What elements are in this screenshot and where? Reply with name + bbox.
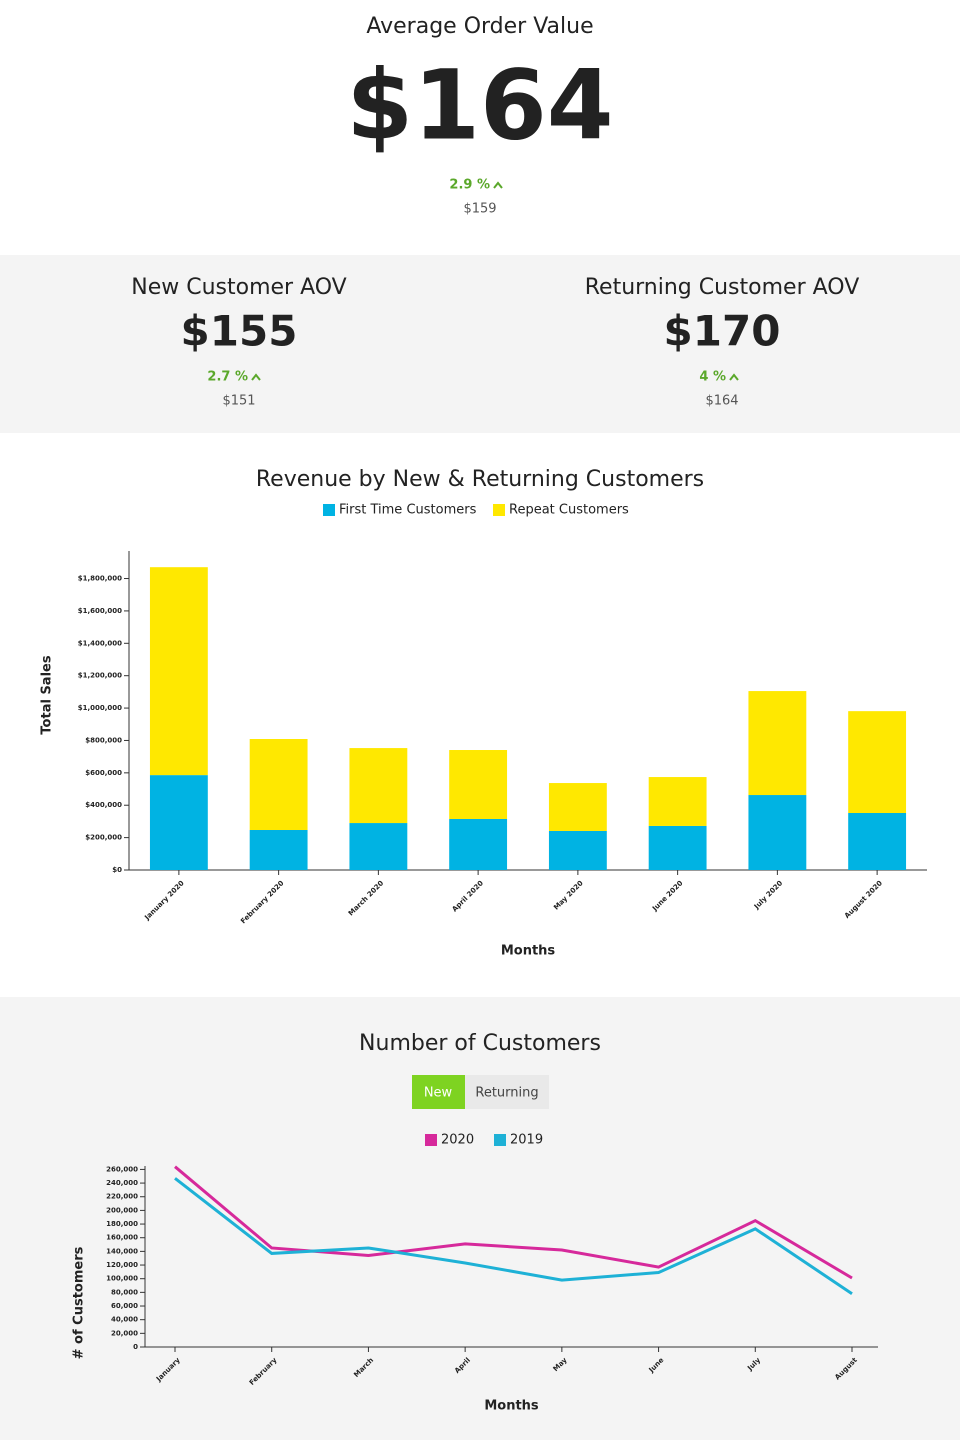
y-tick-label: 40,000 bbox=[111, 1316, 138, 1324]
y-tick-label: $1,800,000 bbox=[78, 575, 122, 583]
x-tick-label: May 2020 bbox=[552, 879, 585, 912]
legend-label: 2019 bbox=[510, 1133, 543, 1148]
y-tick-label: $1,200,000 bbox=[78, 672, 122, 680]
bar-segment bbox=[748, 691, 807, 796]
up-arrow bbox=[493, 181, 503, 189]
y-tick-label: 180,000 bbox=[106, 1220, 138, 1228]
line-series bbox=[174, 1177, 853, 1295]
y-tick-label: $0 bbox=[112, 866, 122, 874]
y-tick-label: 220,000 bbox=[106, 1193, 138, 1201]
bar-segment bbox=[149, 775, 208, 870]
x-tick-label: July 2020 bbox=[752, 879, 784, 911]
x-axis-title: Months bbox=[501, 944, 556, 959]
y-tick-label: 120,000 bbox=[106, 1261, 138, 1269]
y-axis-title: # of Customers bbox=[72, 1246, 87, 1359]
bar-segment bbox=[848, 711, 907, 814]
kpi-previous: $159 bbox=[463, 202, 496, 217]
y-tick-label: 140,000 bbox=[106, 1247, 138, 1255]
toggle-new[interactable] bbox=[412, 1075, 465, 1109]
bar-segment bbox=[249, 830, 308, 870]
x-tick-label: February 2020 bbox=[239, 879, 285, 925]
kpi-change: 2.9 % bbox=[449, 178, 490, 193]
bar-segment bbox=[548, 830, 607, 870]
customers-band bbox=[0, 997, 960, 1440]
legend-swatch bbox=[323, 504, 335, 516]
x-tick-label: June 2020 bbox=[650, 879, 684, 913]
x-axis-title: Months bbox=[484, 1399, 539, 1414]
x-tick-label: March 2020 bbox=[347, 879, 385, 917]
legend-label: First Time Customers bbox=[339, 503, 477, 518]
legend-swatch bbox=[425, 1134, 437, 1146]
chart-title: Revenue by New & Returning Customers bbox=[256, 467, 704, 492]
y-tick-label: 20,000 bbox=[111, 1329, 138, 1337]
y-tick-label: $800,000 bbox=[85, 736, 122, 744]
y-tick-label: $400,000 bbox=[85, 801, 122, 809]
y-tick-label: 80,000 bbox=[111, 1288, 138, 1296]
chart-title: Number of Customers bbox=[359, 1031, 601, 1056]
y-tick-label: $1,000,000 bbox=[78, 704, 122, 712]
bar-segment bbox=[349, 823, 408, 870]
bar-segment bbox=[848, 813, 907, 870]
bar-segment bbox=[149, 567, 208, 776]
kpi-label: Average Order Value bbox=[366, 14, 593, 39]
x-tick-label: January 2020 bbox=[143, 879, 186, 922]
bar-segment bbox=[349, 748, 408, 824]
kpi-value: $170 bbox=[664, 307, 781, 356]
kpi-label: New Customer AOV bbox=[131, 275, 346, 300]
y-tick-label: 0 bbox=[133, 1343, 138, 1351]
kpi-value: $164 bbox=[346, 49, 613, 161]
y-tick-label: $1,400,000 bbox=[78, 639, 122, 647]
kpi-previous: $151 bbox=[222, 394, 255, 409]
legend-label: Repeat Customers bbox=[509, 503, 629, 518]
toggle-label[interactable]: New bbox=[424, 1086, 453, 1101]
y-tick-label: $200,000 bbox=[85, 834, 122, 842]
y-tick-label: $600,000 bbox=[85, 769, 122, 777]
y-tick-label: 200,000 bbox=[106, 1206, 138, 1214]
y-tick-label: 100,000 bbox=[106, 1275, 138, 1283]
kpi-label: Returning Customer AOV bbox=[585, 275, 860, 300]
legend-label: 2020 bbox=[441, 1133, 474, 1148]
legend-swatch bbox=[494, 1134, 506, 1146]
kpi-change: 2.7 % bbox=[207, 370, 248, 385]
y-tick-label: 160,000 bbox=[106, 1234, 138, 1242]
bar-segment bbox=[449, 750, 508, 819]
bar-segment bbox=[548, 783, 607, 831]
y-axis-title: Total Sales bbox=[40, 655, 55, 734]
kpi-band bbox=[0, 255, 960, 433]
line-series bbox=[174, 1165, 853, 1280]
legend-swatch bbox=[493, 504, 505, 516]
up-arrow bbox=[251, 373, 261, 381]
toggle-returning[interactable] bbox=[465, 1075, 549, 1109]
bar-segment bbox=[648, 777, 707, 826]
kpi-previous: $164 bbox=[705, 394, 738, 409]
up-arrow bbox=[729, 373, 739, 381]
bar-segment bbox=[748, 795, 807, 870]
y-tick-label: 60,000 bbox=[111, 1302, 138, 1310]
y-tick-label: 240,000 bbox=[106, 1179, 138, 1187]
bar-segment bbox=[249, 738, 308, 831]
kpi-change: 4 % bbox=[699, 370, 726, 385]
bar-segment bbox=[449, 818, 508, 870]
toggle-label[interactable]: Returning bbox=[475, 1086, 538, 1101]
kpi-value: $155 bbox=[181, 307, 298, 356]
x-tick-label: April 2020 bbox=[451, 879, 485, 913]
y-tick-label: $1,600,000 bbox=[78, 607, 122, 615]
y-tick-label: 260,000 bbox=[106, 1165, 138, 1173]
x-tick-label: August 2020 bbox=[843, 879, 884, 920]
bar-segment bbox=[648, 825, 707, 870]
